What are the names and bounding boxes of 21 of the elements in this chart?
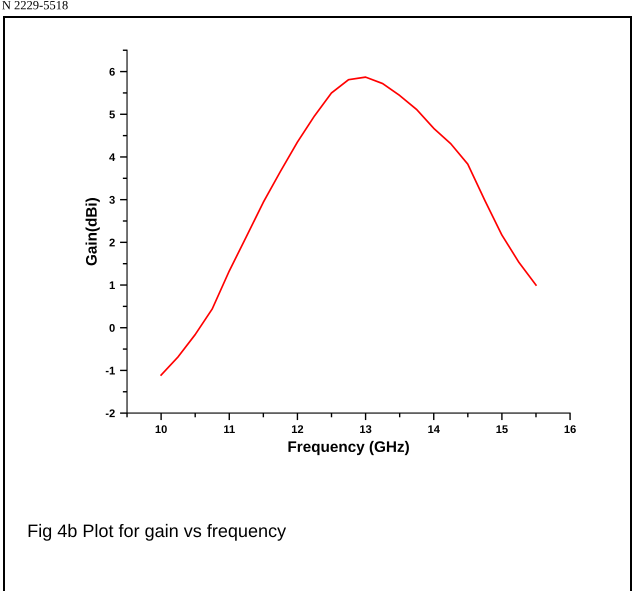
x-tick-label: 11 xyxy=(224,425,235,433)
y-tick-label: 1 xyxy=(110,281,115,290)
caption: Fig 4b Plot for gain vs frequency xyxy=(28,524,286,541)
y-tick-label: 4 xyxy=(109,153,116,161)
y-tick-label: -1 xyxy=(106,366,115,374)
y-tick-label: 0 xyxy=(109,324,115,332)
y-tick-label: 2 xyxy=(109,238,115,246)
x-tick-label: 16 xyxy=(564,425,576,434)
x-tick-label: 10 xyxy=(156,425,167,434)
y-axis-title: Gain(dBi) xyxy=(86,198,100,266)
y-tick-label: 5 xyxy=(109,110,115,118)
y-tick-label: -2 xyxy=(106,409,115,418)
x-tick-label: 12 xyxy=(292,425,304,433)
y-tick-label: 3 xyxy=(109,196,115,204)
x-tick-label: 14 xyxy=(428,425,440,433)
x-tick-label: 15 xyxy=(496,425,508,434)
text: N 2229-5518 xyxy=(2,0,68,10)
x-tick-label: 13 xyxy=(360,425,372,434)
x-axis-title: Frequency (GHz) xyxy=(288,440,409,456)
line-series xyxy=(160,76,537,376)
y-tick-label: 6 xyxy=(109,68,115,76)
